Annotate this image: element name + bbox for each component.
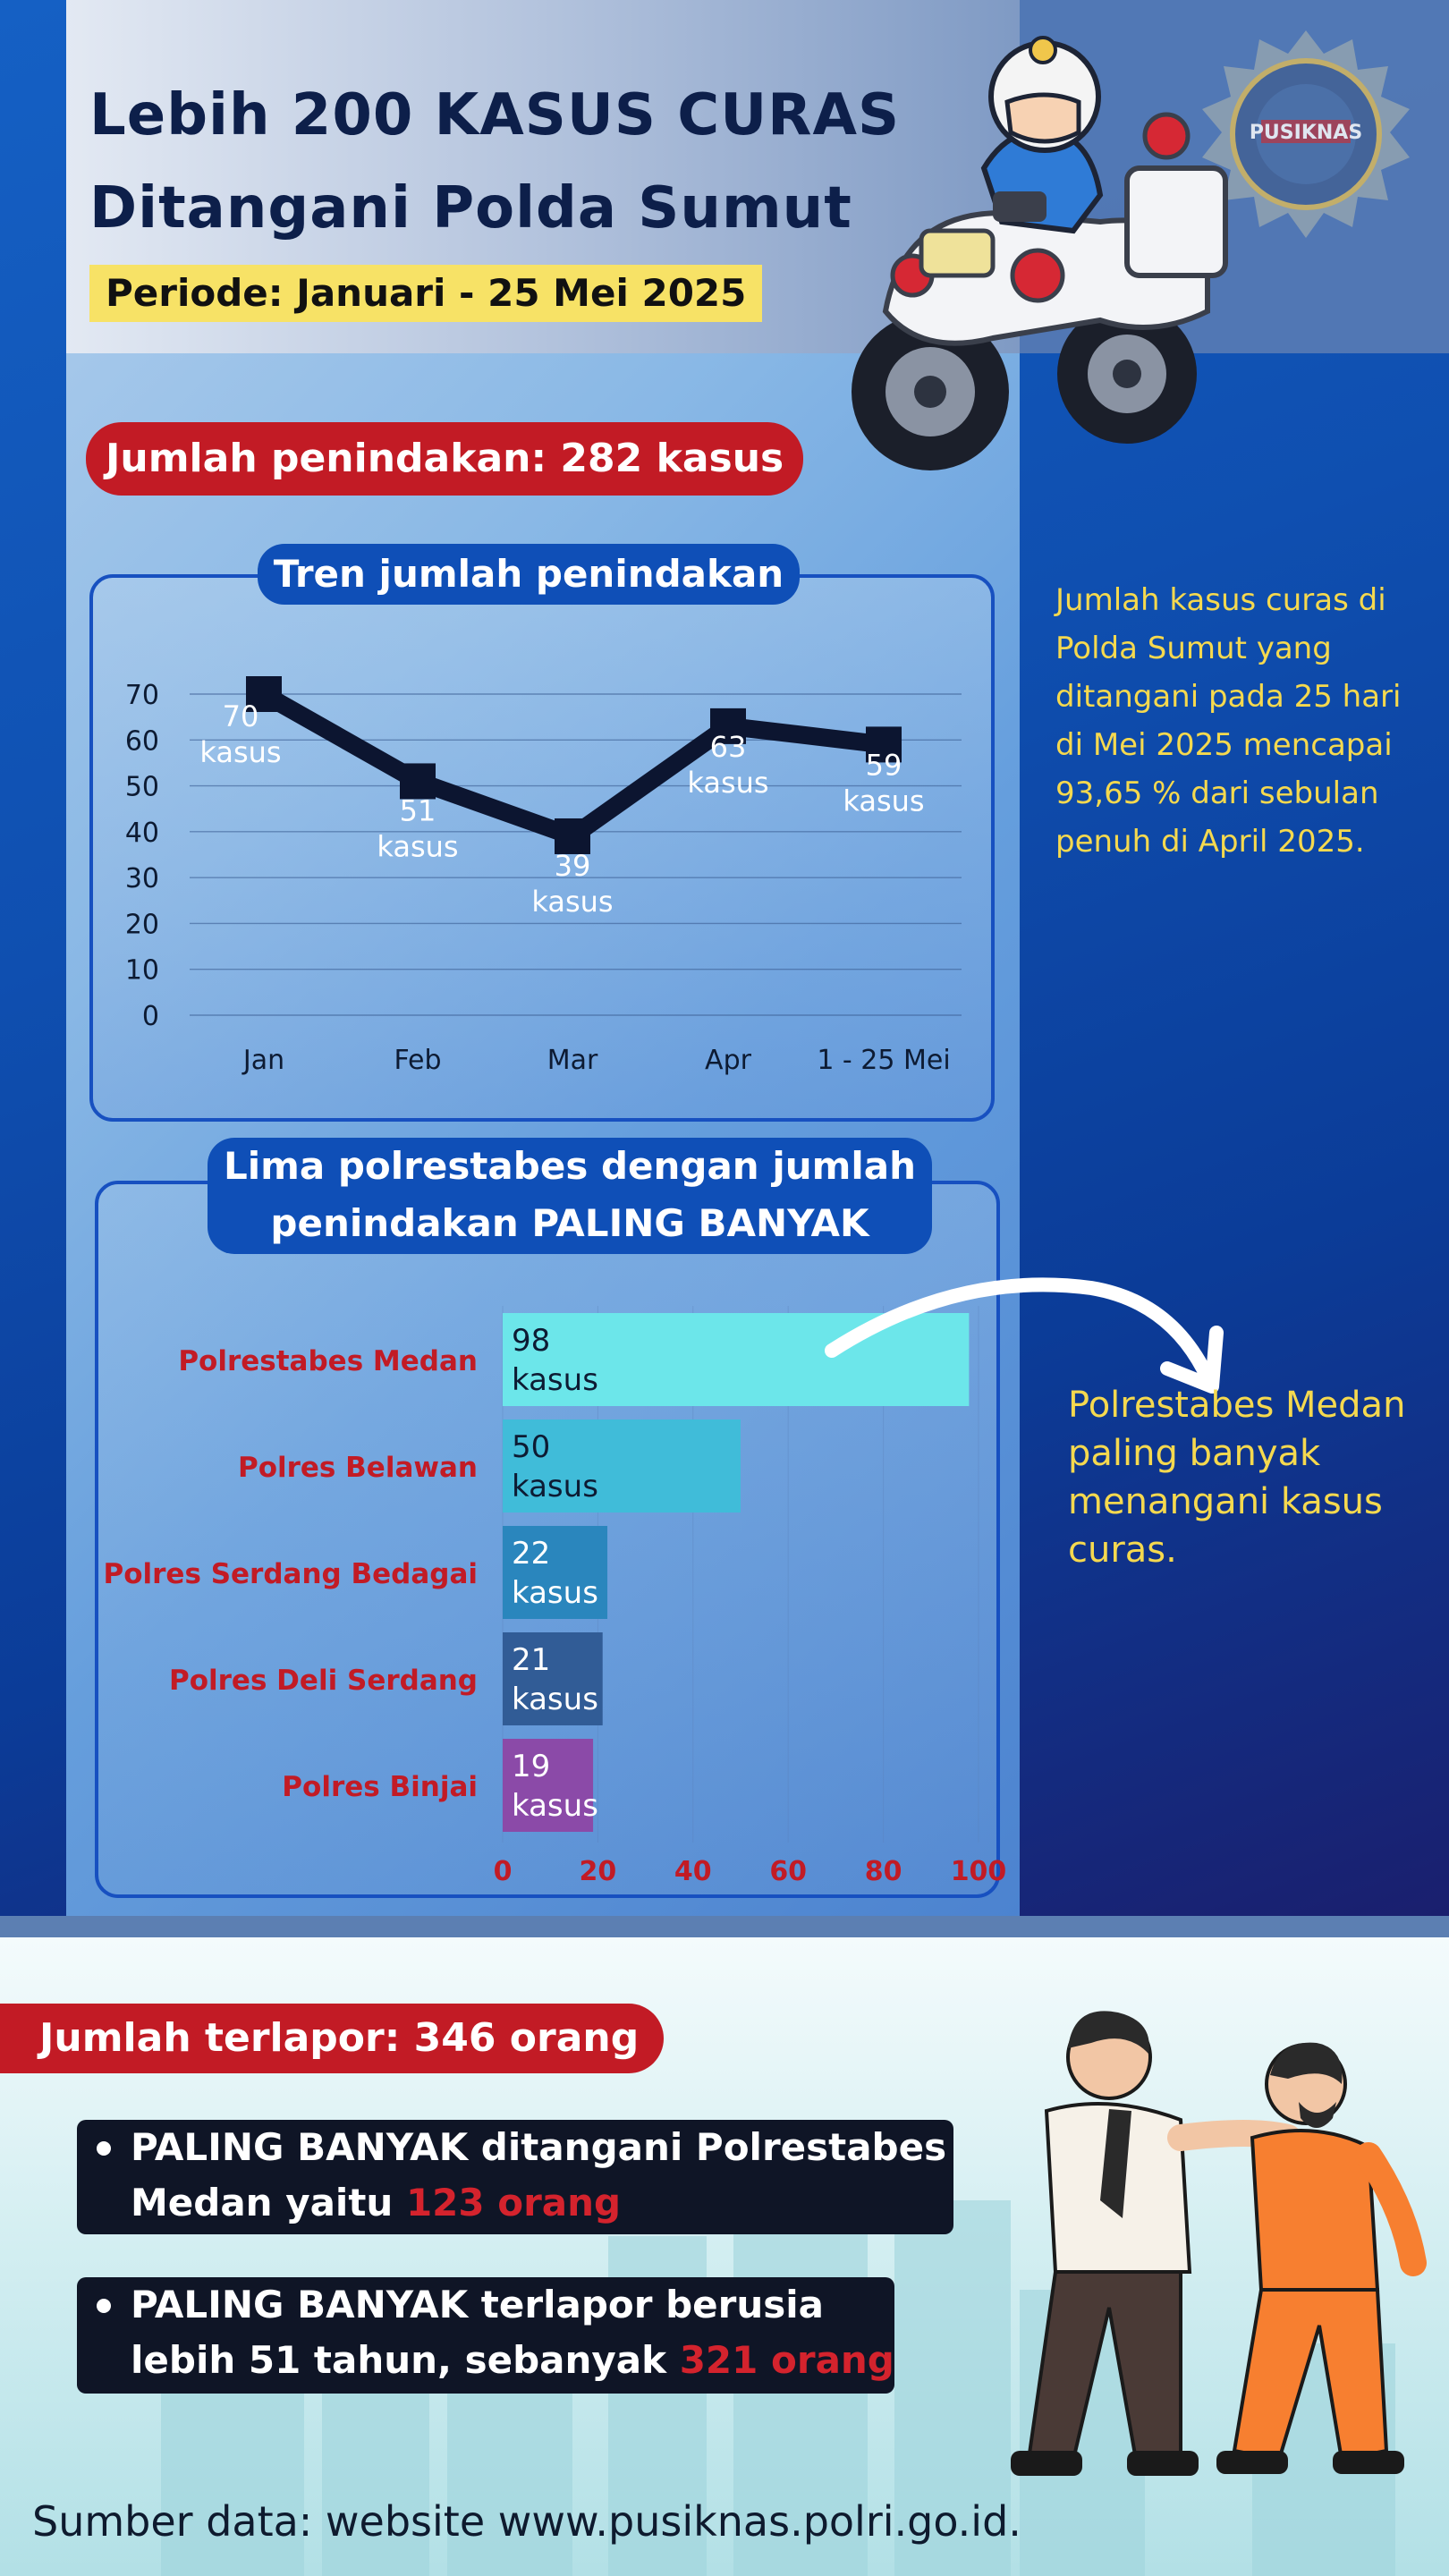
bar-value-label: 21 bbox=[512, 1642, 550, 1678]
trend-line bbox=[259, 686, 886, 845]
trend-point bbox=[246, 676, 282, 712]
y-tick-label: 40 bbox=[125, 818, 159, 849]
bar-value-unit: kasus bbox=[512, 1469, 598, 1504]
bar-value-unit: kasus bbox=[512, 1362, 598, 1398]
bar-chart: 0 20 40 60 80 100 Polrestabes Medan 98 kasus Polr… bbox=[89, 1288, 1020, 1896]
bullet-item: PALING BANYAK terlapor berusia lebih 51 … bbox=[77, 2277, 894, 2394]
bar-category-label: Polrestabes Medan bbox=[178, 1345, 478, 1377]
y-tick-label: 20 bbox=[125, 909, 159, 940]
bullet-line: Medan yaitu 123 orang bbox=[131, 2175, 953, 2231]
data-label-unit: kasus bbox=[843, 784, 924, 818]
bar-chart-title-text: Lima polrestabes dengan jumlah penindaka… bbox=[223, 1144, 917, 1245]
trend-line-chart-svg: 01020304050607070kasusJan51kasusFeb39kas… bbox=[125, 676, 962, 1076]
trend-chart-title: Tren jumlah penindakan bbox=[258, 544, 800, 605]
bar-value-label: 19 bbox=[512, 1749, 550, 1784]
bar-note: Polrestabes Medan paling banyak menangan… bbox=[1068, 1385, 1406, 1571]
penindakan-count-badge: Jumlah penindakan: 282 kasus bbox=[86, 422, 804, 496]
trend-point bbox=[400, 763, 436, 800]
bar-value-label: 22 bbox=[512, 1536, 550, 1572]
bullet-highlight: 321 orang bbox=[679, 2338, 894, 2382]
y-tick-label: 50 bbox=[125, 772, 159, 803]
bullet-text: lebih 51 tahun, sebanyak bbox=[131, 2338, 680, 2382]
bullet-dot bbox=[97, 2299, 111, 2313]
trend-point bbox=[710, 708, 746, 744]
bar-category-label: Polres Deli Serdang bbox=[169, 1665, 478, 1697]
bar-chart-title: Lima polrestabes dengan jumlah penindaka… bbox=[208, 1138, 932, 1254]
x-tick-label: 0 bbox=[494, 1856, 513, 1887]
skyline-building bbox=[894, 2200, 1011, 2576]
y-tick-label: 70 bbox=[125, 680, 159, 711]
bar bbox=[503, 1313, 970, 1406]
bullet-line: PALING BANYAK terlapor berusia bbox=[131, 2283, 824, 2326]
x-tick-label: Jan bbox=[242, 1045, 284, 1076]
bar-category-label: Polres Belawan bbox=[238, 1452, 478, 1484]
data-label-unit: kasus bbox=[531, 885, 613, 919]
bar bbox=[503, 1526, 608, 1619]
bar-value-label: 50 bbox=[512, 1429, 550, 1465]
logo-text: PUSIKNAS bbox=[1250, 122, 1362, 144]
data-label-value: 51 bbox=[400, 793, 436, 827]
x-tick-label: 80 bbox=[865, 1856, 902, 1887]
title-line-2: Ditangani Polda Sumut bbox=[89, 175, 852, 242]
bar-category-label: Polres Serdang Bedagai bbox=[104, 1558, 479, 1590]
bar-category-label: Polres Binjai bbox=[282, 1771, 478, 1803]
divider-strip bbox=[0, 1916, 1449, 1937]
source-text: Sumber data: website www.pusiknas.polri.… bbox=[32, 2497, 1021, 2546]
skyline-building bbox=[161, 2361, 304, 2576]
pusiknas-logo: PUSIKNAS bbox=[1199, 27, 1413, 242]
x-tick-label: 1 - 25 Mei bbox=[817, 1045, 950, 1076]
x-tick-label: 60 bbox=[769, 1856, 807, 1887]
bar-value-label: 98 bbox=[512, 1323, 550, 1359]
bullet-item: PALING BANYAK ditangani Polrestabes Meda… bbox=[77, 2120, 953, 2234]
data-label-value: 70 bbox=[223, 699, 259, 733]
x-tick-label: Apr bbox=[705, 1045, 752, 1076]
bullet-text: Medan yaitu bbox=[131, 2181, 406, 2224]
trend-line-chart: 0 10 20 30 40 50 60 70 70 kasus Jan 51 kasus Feb 39 kas… bbox=[89, 617, 984, 1100]
bullet-dot bbox=[97, 2141, 111, 2156]
bar bbox=[503, 1739, 594, 1832]
data-label-unit: kasus bbox=[199, 735, 281, 769]
terlapor-count-badge: Jumlah terlapor: 346 orang bbox=[0, 2004, 665, 2073]
arrow-icon bbox=[823, 1261, 1234, 1422]
y-tick-label: 30 bbox=[125, 863, 159, 894]
y-tick-label: 0 bbox=[142, 1001, 159, 1032]
bullet-line: lebih 51 tahun, sebanyak 321 orang bbox=[131, 2333, 894, 2388]
bar bbox=[503, 1632, 603, 1725]
data-label-unit: kasus bbox=[687, 766, 768, 800]
bullet-highlight: 123 orang bbox=[405, 2181, 622, 2224]
x-tick-label: 20 bbox=[580, 1856, 617, 1887]
bullet-line: PALING BANYAK ditangani Polrestabes bbox=[131, 2125, 947, 2169]
x-tick-label: 100 bbox=[951, 1856, 1007, 1887]
data-label-unit: kasus bbox=[377, 829, 458, 863]
x-tick-label: Mar bbox=[547, 1045, 598, 1076]
y-tick-label: 60 bbox=[125, 725, 159, 757]
y-tick-label: 10 bbox=[125, 955, 159, 987]
title-line-1: Lebih 200 KASUS CURAS bbox=[89, 82, 901, 148]
x-tick-label: Feb bbox=[394, 1045, 441, 1076]
trend-chart-panel bbox=[89, 574, 995, 1122]
data-label-value: 63 bbox=[710, 730, 747, 764]
bar-value-unit: kasus bbox=[512, 1682, 598, 1717]
x-tick-label: 40 bbox=[674, 1856, 712, 1887]
data-label-value: 39 bbox=[555, 849, 591, 883]
trend-point bbox=[866, 726, 902, 763]
bar-value-unit: kasus bbox=[512, 1788, 598, 1824]
bar bbox=[503, 1419, 741, 1513]
bar-value-unit: kasus bbox=[512, 1575, 598, 1611]
police-motorcycle-illustration bbox=[832, 16, 1243, 481]
trend-point bbox=[555, 818, 590, 854]
data-label-value: 59 bbox=[866, 748, 902, 782]
trend-note: Jumlah kasus curas di Polda Sumut yang d… bbox=[1055, 582, 1402, 860]
periode-label: Periode: Januari - 25 Mei 2025 bbox=[89, 265, 763, 322]
arrest-illustration bbox=[966, 2004, 1431, 2504]
